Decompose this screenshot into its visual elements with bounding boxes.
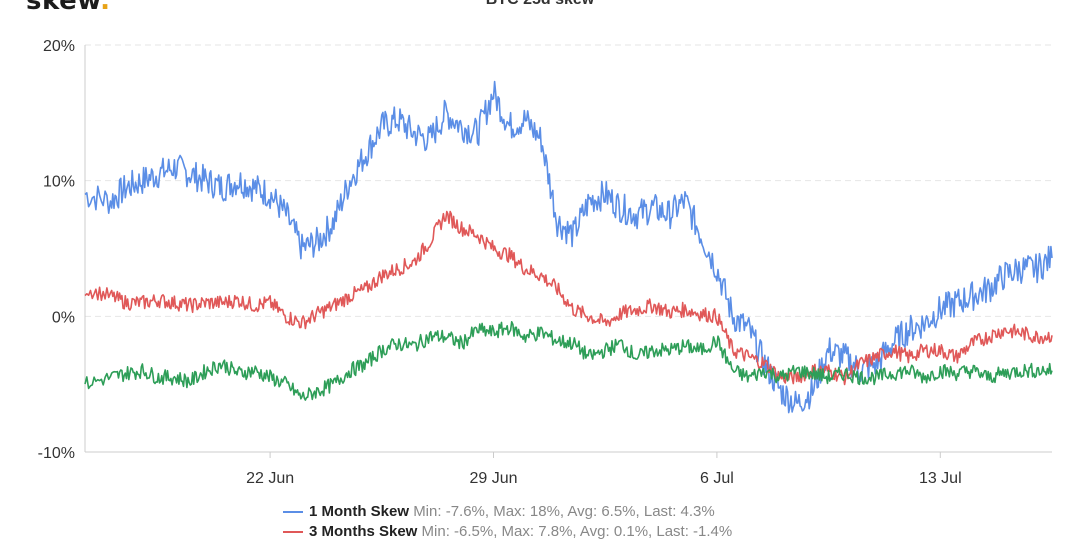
series-line-1m: [84, 80, 1053, 414]
x-tick-label: 22 Jun: [246, 470, 294, 487]
series-line-3: [84, 320, 1053, 401]
y-tick-label: 20%: [43, 38, 75, 55]
x-tick-label: 6 Jul: [700, 470, 734, 487]
x-tick-label: 13 Jul: [919, 470, 962, 487]
y-tick-label: 10%: [43, 174, 75, 191]
legend-name-1m: 1 Month Skew: [309, 503, 410, 520]
legend-item-1m[interactable]: 1 Month Skew Min: -7.6%, Max: 18%, Avg: …: [283, 503, 715, 520]
y-tick-label: 0%: [52, 309, 75, 326]
legend-stats-1m: Min: -7.6%, Max: 18%, Avg: 6.5%, Last: 4…: [413, 503, 715, 520]
chart-title: BTC 25d skew: [0, 0, 1080, 9]
series-line-3m: [84, 210, 1053, 386]
line-chart: -10% 0% 10% 20% 22 Jun 29 Jun 6 Jul 13 Jul: [38, 38, 1053, 487]
legend-swatch-3m: [283, 531, 303, 534]
brand-name: skew: [26, 0, 101, 16]
brand-logo: skew.: [26, 0, 110, 16]
legend-swatch-1m: [283, 511, 303, 514]
legend-stats-3m: Min: -6.5%, Max: 7.8%, Avg: 0.1%, Last: …: [421, 523, 733, 540]
y-tick-label: -10%: [38, 445, 75, 462]
legend-name-3m: 3 Months Skew: [309, 523, 418, 540]
legend-item-3m[interactable]: 3 Months Skew Min: -6.5%, Max: 7.8%, Avg…: [283, 523, 732, 540]
brand-dot: .: [100, 0, 111, 16]
x-tick-label: 29 Jun: [469, 470, 517, 487]
